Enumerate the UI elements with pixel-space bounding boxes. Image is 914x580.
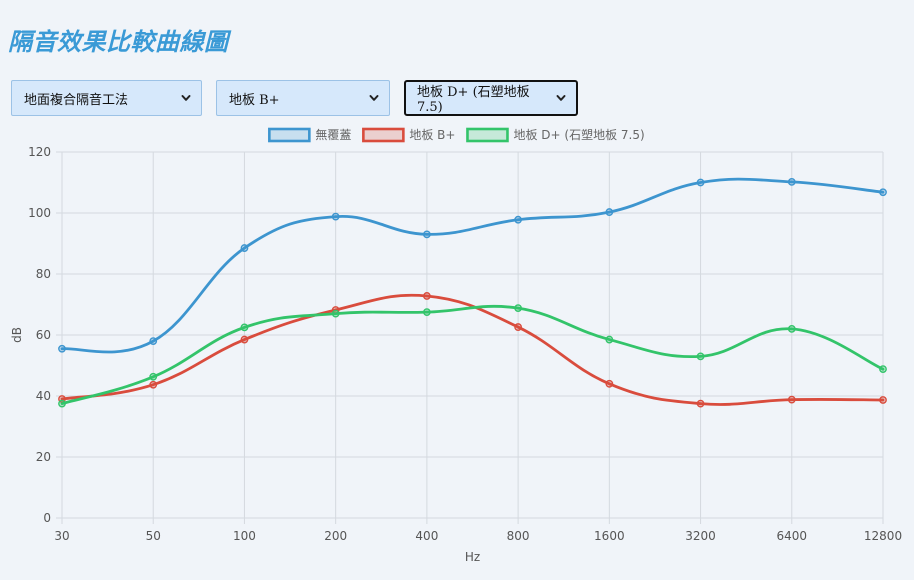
compare-a-select[interactable]: 地板 B+ bbox=[216, 80, 390, 116]
data-point-series-2 bbox=[787, 395, 796, 404]
page-title: 隔音效果比較曲線圖 bbox=[8, 28, 229, 56]
y-tick-label: 0 bbox=[43, 511, 51, 525]
data-point-series-2 bbox=[605, 379, 614, 388]
data-point-series-1 bbox=[149, 337, 158, 346]
data-point-series-1 bbox=[787, 177, 796, 186]
chevron-down-icon bbox=[181, 95, 191, 101]
legend-label-1: 無覆蓋 bbox=[315, 127, 351, 142]
y-tick-label: 120 bbox=[28, 145, 51, 159]
y-tick-label: 100 bbox=[28, 206, 51, 220]
legend-label-2: 地板 B+ bbox=[409, 128, 455, 142]
data-point-series-1 bbox=[696, 178, 705, 187]
legend-label-3: 地板 D+ (石塑地板 7.5) bbox=[513, 127, 644, 142]
compare-b-select-value: 地板 D+ (石塑地板 7.5) bbox=[417, 85, 530, 115]
data-point-series-3 bbox=[514, 304, 523, 313]
series-line-3 bbox=[60, 304, 885, 406]
data-point-series-2 bbox=[514, 323, 523, 331]
compare-b-select[interactable]: 地板 D+ (石塑地板 7.5) bbox=[404, 80, 578, 116]
method-select[interactable]: 地面複合隔音工法 bbox=[11, 80, 202, 116]
x-tick-label: 50 bbox=[146, 529, 161, 543]
data-point-series-1 bbox=[514, 215, 523, 224]
x-tick-label: 1600 bbox=[594, 529, 625, 543]
data-point-series-1 bbox=[331, 212, 340, 221]
x-tick-label: 400 bbox=[415, 529, 438, 543]
y-tick-label: 60 bbox=[36, 328, 51, 342]
data-point-series-1 bbox=[879, 188, 887, 197]
data-point-series-3 bbox=[879, 365, 887, 374]
series-line-2 bbox=[60, 293, 885, 406]
data-point-series-2 bbox=[240, 335, 249, 344]
x-tick-label: 100 bbox=[233, 529, 256, 543]
chevron-down-icon bbox=[556, 95, 566, 101]
x-tick-label: 800 bbox=[507, 529, 530, 543]
x-tick-label: 30 bbox=[54, 529, 69, 543]
x-tick-label: 6400 bbox=[777, 529, 808, 543]
data-point-series-2 bbox=[696, 399, 705, 408]
data-point-series-1 bbox=[422, 230, 431, 239]
data-point-series-2 bbox=[149, 380, 158, 389]
data-point-series-3 bbox=[240, 323, 249, 332]
y-tick-label: 20 bbox=[36, 450, 51, 464]
data-point-series-2 bbox=[879, 396, 887, 404]
compare-a-select-value: 地板 B+ bbox=[229, 92, 280, 108]
chevron-down-icon bbox=[369, 95, 379, 101]
data-point-series-2 bbox=[422, 292, 431, 300]
legend-swatch-2 bbox=[362, 127, 405, 143]
data-point-series-1 bbox=[240, 244, 249, 252]
series-line-1 bbox=[60, 177, 885, 354]
y-tick-label: 40 bbox=[36, 389, 51, 403]
legend-swatch-3 bbox=[466, 127, 509, 143]
data-point-series-3 bbox=[58, 399, 66, 408]
data-point-series-1 bbox=[58, 344, 66, 353]
x-tick-label: 200 bbox=[324, 529, 347, 543]
data-point-series-1 bbox=[605, 208, 614, 216]
legend-swatch-1 bbox=[268, 127, 311, 143]
x-tick-label: 12800 bbox=[864, 529, 902, 543]
data-point-series-3 bbox=[605, 335, 614, 344]
data-point-series-3 bbox=[787, 324, 796, 333]
data-point-series-3 bbox=[696, 352, 705, 361]
y-axis-label: dB bbox=[10, 327, 24, 343]
data-point-series-3 bbox=[422, 308, 431, 317]
x-axis-label: Hz bbox=[465, 550, 480, 564]
sound-insulation-chart: 0 20 40 60 80 100 120 30 50 100 200 400 800 1600 3200 6… bbox=[10, 127, 902, 564]
method-select-value: 地面複合隔音工法 bbox=[24, 92, 129, 108]
data-point-series-3 bbox=[331, 309, 340, 318]
x-tick-label: 3200 bbox=[685, 529, 716, 543]
y-tick-label: 80 bbox=[36, 267, 51, 281]
data-point-series-3 bbox=[149, 372, 158, 381]
